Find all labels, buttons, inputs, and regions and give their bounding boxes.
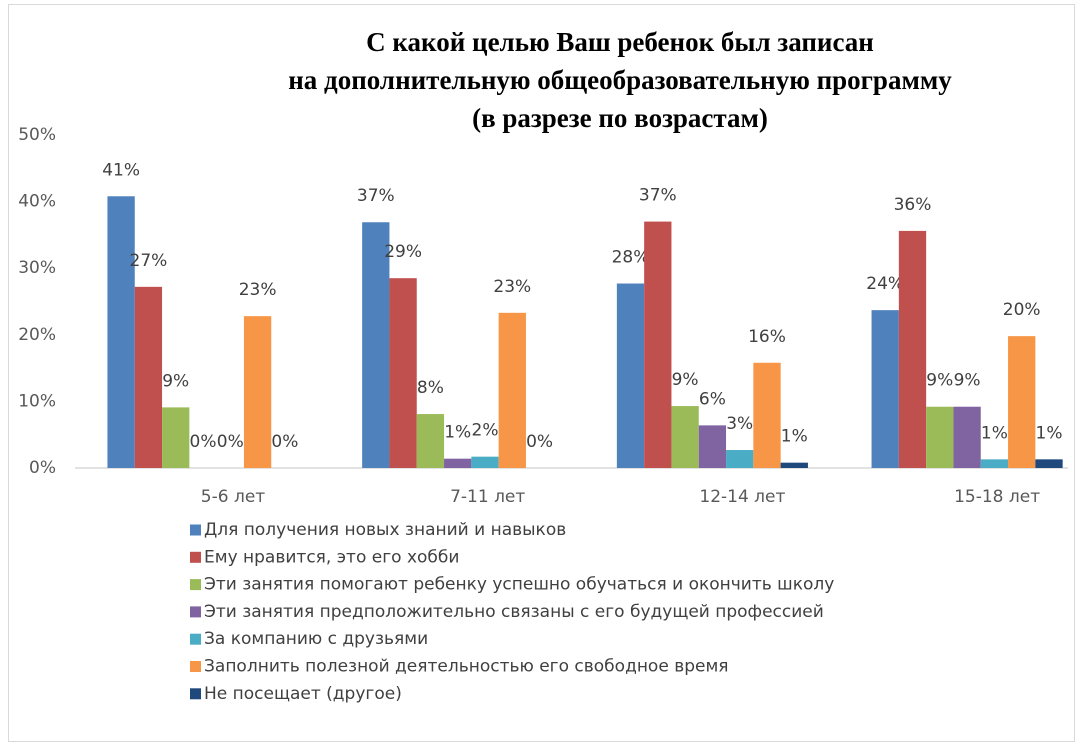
value-label: 23% [493,277,531,297]
bar [389,278,417,468]
chart-title: на дополнительную общеобразовательную пр… [288,65,952,95]
bar [162,407,190,468]
value-label: 20% [1003,300,1041,320]
chart-title: (в разрезе по возрастам) [472,103,768,133]
bar [243,316,272,468]
legend-swatch [190,606,201,618]
legend-swatch [190,551,201,563]
value-label: 9% [672,370,699,390]
bar [980,459,1009,468]
bar [871,310,899,468]
legend-label: Ему нравится, это его хобби [204,547,459,567]
legend-label: Не посещает (другое) [204,684,402,704]
bar [416,414,445,468]
legend-swatch [190,633,201,645]
bar [698,425,727,468]
bar [471,456,499,468]
value-label: 8% [417,378,444,398]
value-label: 37% [639,186,677,206]
y-tick-label: 40% [18,192,56,212]
bar [134,286,163,468]
value-label: 36% [894,195,932,215]
value-label: 24% [866,274,904,294]
bar [107,196,135,468]
bar [1008,336,1036,468]
value-label: 1% [781,427,808,447]
bar [498,312,526,468]
legend-swatch [190,688,201,700]
bar [1035,459,1063,468]
y-tick-label: 30% [18,258,56,278]
value-label: 9% [926,371,953,391]
legend-label: Заполнить полезной деятельностью его сво… [204,657,729,677]
value-label: 3% [726,414,753,434]
bar [780,462,808,468]
bar [671,406,699,468]
bar [362,222,390,468]
value-label: 1% [1036,423,1063,443]
legend-label: За компанию с друзьями [204,629,428,649]
value-label: 16% [748,327,786,347]
y-tick-label: 50% [18,125,56,145]
value-label: 9% [954,371,981,391]
value-label: 0% [526,432,553,452]
legend-swatch [190,579,201,591]
value-label: 2% [472,421,499,441]
legend-swatch [190,661,201,672]
x-tick-label: 7-11 лет [450,487,525,507]
bar [898,230,927,468]
bar [644,221,672,468]
value-label: 37% [357,186,395,206]
value-label: 29% [384,242,422,262]
value-label: 0% [217,432,244,452]
bar [444,458,472,468]
value-label: 0% [271,432,298,452]
legend-label: Эти занятия помогают ребенку успешно обу… [204,575,834,595]
x-tick-label: 5-6 лет [201,487,265,507]
legend-swatch [190,524,201,536]
x-tick-label: 15-18 лет [954,487,1040,507]
value-label: 6% [699,389,726,409]
y-tick-label: 10% [18,391,56,411]
value-label: 1% [981,423,1008,443]
bar [953,406,981,468]
value-label: 27% [130,251,168,271]
legend-label: Эти занятия предположительно связаны с е… [204,602,824,622]
bar [726,450,754,468]
x-tick-label: 12-14 лет [699,487,785,507]
bar [753,362,781,468]
bar [616,283,645,468]
bar [926,406,954,468]
value-label: 0% [190,432,217,452]
value-label: 41% [102,160,140,180]
legend-label: Для получения новых знаний и навыков [204,520,566,540]
chart-title: С какой целью Ваш ребенок был записан [366,27,874,57]
y-tick-label: 0% [29,458,56,478]
value-label: 23% [239,280,277,300]
value-label: 1% [444,423,471,443]
value-label: 28% [612,248,650,268]
y-tick-label: 20% [18,325,56,345]
value-label: 9% [162,371,189,391]
